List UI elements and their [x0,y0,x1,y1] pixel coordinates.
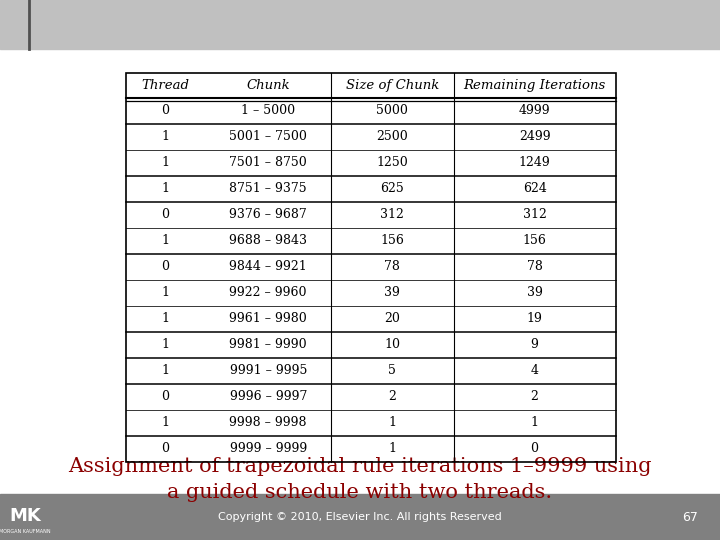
Text: 9991 – 9995: 9991 – 9995 [230,364,307,377]
Text: 156: 156 [380,234,405,247]
Text: 2499: 2499 [519,131,550,144]
Text: 1: 1 [161,286,170,299]
Text: MORGAN KAUFMANN: MORGAN KAUFMANN [0,529,51,534]
Text: 1: 1 [161,338,170,352]
Text: 9996 – 9997: 9996 – 9997 [230,390,307,403]
Text: Remaining Iterations: Remaining Iterations [464,79,606,92]
Text: 0: 0 [161,260,170,273]
Text: 1 – 5000: 1 – 5000 [241,104,295,118]
Text: 624: 624 [523,183,546,195]
Text: 9961 – 9980: 9961 – 9980 [230,312,307,325]
Text: 4: 4 [531,364,539,377]
Bar [0,494,720,540]
Text: 9688 – 9843: 9688 – 9843 [229,234,307,247]
Text: 1: 1 [161,416,170,429]
Text: 9998 – 9998: 9998 – 9998 [230,416,307,429]
Text: 9844 – 9921: 9844 – 9921 [230,260,307,273]
Text: Size of Chunk: Size of Chunk [346,79,439,92]
Text: 1: 1 [531,416,539,429]
Text: 312: 312 [523,208,546,221]
Text: 9: 9 [531,338,539,352]
Text: 1: 1 [161,234,170,247]
Text: 1: 1 [161,131,170,144]
Text: 78: 78 [384,260,400,273]
Text: 0: 0 [161,442,170,455]
Text: 39: 39 [384,286,400,299]
Text: 8751 – 9375: 8751 – 9375 [230,183,307,195]
Text: 67: 67 [683,510,698,524]
Text: 9376 – 9687: 9376 – 9687 [230,208,307,221]
Text: 312: 312 [380,208,405,221]
Text: Chunk: Chunk [246,79,290,92]
Text: 5000: 5000 [377,104,408,118]
Text: 2: 2 [531,390,539,403]
Text: 9981 – 9990: 9981 – 9990 [230,338,307,352]
Text: 1249: 1249 [518,157,551,170]
Text: 2: 2 [389,390,396,403]
Text: 156: 156 [523,234,546,247]
Text: Thread: Thread [142,79,189,92]
Text: 20: 20 [384,312,400,325]
Text: 1: 1 [161,183,170,195]
Text: 1: 1 [161,364,170,377]
Bar [126,73,616,462]
Text: 19: 19 [526,312,543,325]
Text: MK: MK [9,507,41,525]
Text: 1: 1 [161,312,170,325]
Text: 0: 0 [161,208,170,221]
Text: Copyright © 2010, Elsevier Inc. All rights Reserved: Copyright © 2010, Elsevier Inc. All righ… [218,512,502,522]
Bar [0,0,720,49]
Text: Assignment of trapezoidal rule iterations 1–9999 using
a guided schedule with tw: Assignment of trapezoidal rule iteration… [68,457,652,502]
Text: 2500: 2500 [377,131,408,144]
Text: 0: 0 [161,390,170,403]
Text: 625: 625 [381,183,404,195]
Text: 4999: 4999 [519,104,550,118]
Text: 9922 – 9960: 9922 – 9960 [230,286,307,299]
Text: 10: 10 [384,338,400,352]
Text: 9999 – 9999: 9999 – 9999 [230,442,307,455]
Text: 1: 1 [388,442,397,455]
Text: 1: 1 [388,416,397,429]
Text: 7501 – 8750: 7501 – 8750 [230,157,307,170]
Text: 5001 – 7500: 5001 – 7500 [229,131,307,144]
Text: 78: 78 [526,260,543,273]
Text: 5: 5 [389,364,396,377]
Text: 39: 39 [526,286,543,299]
Text: 0: 0 [161,104,170,118]
Text: 1250: 1250 [377,157,408,170]
Text: 1: 1 [161,157,170,170]
Text: 0: 0 [531,442,539,455]
